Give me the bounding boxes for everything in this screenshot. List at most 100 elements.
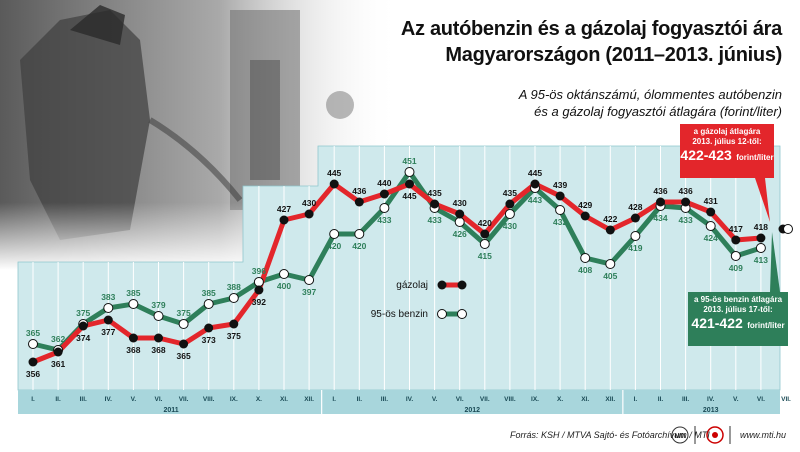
diesel-value-label: 365 [177,351,191,361]
x-tick-label: VI. [155,396,163,403]
x-tick-label: XI. [280,396,288,403]
petrol-point [128,299,139,309]
website-link[interactable]: www.mti.hu [739,430,786,440]
x-tick-label: VII. [480,396,490,403]
diesel-value-label: 445 [528,168,542,178]
petrol-value-label: 385 [202,288,216,298]
diesel-point [455,209,465,219]
petrol-value-label: 419 [628,243,642,253]
diesel-point [179,339,189,349]
petrol-value-label: 385 [126,288,140,298]
diesel-value-label: 374 [76,333,90,343]
petrol-point [555,205,566,215]
x-tick-label: VII. [781,396,791,403]
year-label: 2012 [464,407,480,414]
diesel-point [630,213,640,223]
petrol-value-label: 388 [227,282,241,292]
petrol-point [253,277,264,287]
x-tick-label: VI. [757,396,765,403]
background-photo [0,0,400,270]
legend-marker-petrol-2 [457,309,467,319]
x-tick-label: XII. [605,396,615,403]
diesel-point [304,209,314,219]
x-tick-label: VI. [456,396,464,403]
diesel-point [756,233,766,243]
x-tick-label: XI. [581,396,589,403]
petrol-point [630,231,641,241]
petrol-point [454,217,465,227]
legend-label-diesel: gázolaj [396,280,428,291]
diesel-point [605,225,615,235]
x-tick-label: IX. [230,396,238,403]
petrol-value-label: 413 [754,255,768,265]
diesel-value-label: 430 [453,198,467,208]
x-tick-label: IV. [105,396,113,403]
callout-petrol-line1: a 95-ös benzin átlagára [693,295,783,304]
diesel-point [580,211,590,221]
x-tick-label: XII. [304,396,314,403]
petrol-point [755,243,766,253]
callout-petrol-line2: 2013. július 17-től: [703,305,773,314]
subtitle-line-1: A 95-ös oktánszámú, ólommentes autóbenzi… [518,87,782,102]
x-tick-label: V. [131,396,137,403]
x-tick-label: III. [80,396,87,403]
petrol-value-label: 432 [553,217,567,227]
petrol-point [730,251,741,261]
diesel-value-label: 439 [553,180,567,190]
petrol-endpoint [783,224,793,234]
petrol-point [479,239,490,249]
diesel-point [279,215,289,225]
year-label: 2011 [163,407,178,414]
petrol-value-label: 443 [528,195,542,205]
petrol-point [404,167,415,177]
petrol-value-label: 375 [177,308,191,318]
x-tick-label: III. [682,396,689,403]
diesel-value-label: 436 [352,186,366,196]
callout-petrol-unit: forint/liter [747,321,785,330]
data-labels: 356 361 374 377 368 368 365 373 375 392 427 430 445 4… [26,156,768,379]
chart-title: Az autóbenzin és a gázolaj fogyasztói ár… [401,16,782,68]
x-tick-label: I. [332,396,336,403]
petrol-value-label: 405 [603,271,617,281]
diesel-value-label: 420 [478,218,492,228]
petrol-value-label: 415 [478,251,492,261]
x-tick-label: II. [658,396,664,403]
petrol-point [279,269,289,279]
callout-petrol: a 95-ös benzin átlagára 2013. július 17-… [688,292,788,346]
petrol-value-label: 420 [327,241,341,251]
diesel-value-label: 377 [101,327,115,337]
callout-diesel-line2: 2013. július 12-től: [692,137,762,146]
source-text: Forrás: KSH / MTVA Sajtó- és Fotóarchívu… [510,430,710,440]
title-line-2: Magyarországon (2011–2013. június) [445,44,782,66]
diesel-value-label: 422 [603,214,617,224]
petrol-value-label: 362 [51,334,65,344]
diesel-value-label: 356 [26,369,40,379]
x-tick-label: VIII. [203,396,215,403]
petrol-value-label: 433 [428,215,442,225]
diesel-value-label: 436 [679,186,693,196]
callout-diesel: a gázolaj átlagára 2013. július 12-től: … [680,124,774,178]
petrol-value-label: 409 [729,263,743,273]
diesel-value-label: 428 [628,202,642,212]
chart-gridlines [32,146,787,390]
x-tick-label: V. [733,396,739,403]
petrol-value-label: 397 [302,287,316,297]
diesel-point [354,197,364,207]
diesel-point [681,197,691,207]
x-tick-label: I. [634,396,638,403]
petrol-point [504,209,515,219]
diesel-point [405,179,414,189]
callout-pointer-petrol [770,232,780,292]
legend-marker-diesel-1 [437,280,447,290]
petrol-point [705,221,716,231]
diesel-value-label: 417 [729,224,743,234]
diesel-value-label: 368 [151,345,165,355]
diesel-value-label: 445 [402,191,416,201]
petrol-point [103,303,114,313]
petrol-value-label: 383 [101,292,115,302]
diesel-value-label: 392 [252,297,266,307]
legend-label-petrol: 95-ös benzin [371,309,428,320]
petrol-value-label: 433 [679,215,693,225]
chart-subtitle: A 95-ös oktánszámú, ólommentes autóbenzi… [519,86,782,120]
